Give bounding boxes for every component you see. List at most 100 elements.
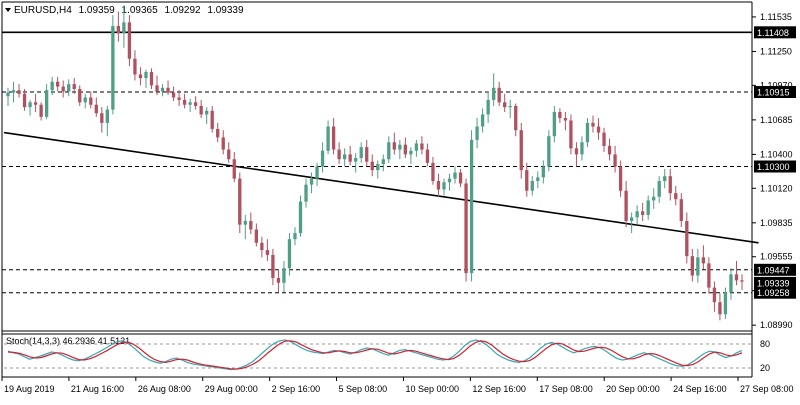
x-tick-label: 29 Aug 00:00 bbox=[205, 384, 258, 394]
y-tick-label: 1.10120 bbox=[760, 183, 793, 193]
price-box: 1.09339 bbox=[754, 276, 796, 289]
candle bbox=[271, 248, 275, 286]
candle bbox=[629, 212, 634, 234]
candle bbox=[50, 76, 54, 96]
candle bbox=[33, 93, 38, 112]
candle-body bbox=[696, 257, 700, 276]
candle-body bbox=[370, 161, 374, 171]
candle bbox=[67, 79, 71, 97]
candle bbox=[641, 202, 645, 221]
y-tick-label: 1.11250 bbox=[760, 46, 792, 56]
candle bbox=[331, 118, 336, 155]
trendline bbox=[3, 131, 759, 244]
candle-body bbox=[641, 211, 645, 215]
candle-body bbox=[133, 58, 137, 75]
candle bbox=[342, 148, 347, 167]
candle bbox=[696, 248, 700, 283]
price-box-bg bbox=[754, 263, 796, 276]
candle-body bbox=[442, 182, 446, 190]
candle-body bbox=[712, 287, 717, 303]
candle bbox=[398, 139, 402, 160]
candle bbox=[293, 227, 297, 246]
price-box: 1.10915 bbox=[754, 86, 796, 99]
candle-body bbox=[111, 26, 115, 110]
candle bbox=[72, 78, 76, 94]
stoch-signal-line bbox=[7, 340, 743, 370]
y-tick-label: 1.11535 bbox=[760, 12, 792, 22]
candle bbox=[127, 15, 132, 66]
candle-body bbox=[72, 84, 76, 89]
candle bbox=[365, 139, 369, 167]
candle bbox=[149, 68, 154, 89]
candle bbox=[177, 90, 181, 106]
candle-body bbox=[591, 122, 595, 127]
candles bbox=[6, 5, 744, 321]
candle-body bbox=[160, 87, 165, 92]
candle bbox=[238, 172, 242, 234]
candle-body bbox=[28, 102, 32, 108]
candle-body bbox=[205, 110, 209, 115]
candle bbox=[469, 130, 474, 282]
candle bbox=[563, 112, 568, 131]
candle bbox=[199, 99, 203, 119]
price-box-bg bbox=[754, 160, 796, 173]
price-box-bg bbox=[754, 286, 796, 299]
candle bbox=[6, 87, 10, 106]
candle bbox=[144, 69, 148, 88]
candle bbox=[320, 142, 325, 173]
candle bbox=[431, 156, 435, 185]
candle-body bbox=[447, 178, 452, 183]
candle bbox=[679, 193, 683, 228]
stoch-level-label: 20 bbox=[760, 363, 770, 373]
candle bbox=[558, 108, 562, 123]
candle bbox=[403, 137, 408, 159]
candle-body bbox=[569, 120, 573, 149]
candle-body bbox=[94, 104, 98, 114]
candle-body bbox=[514, 105, 518, 131]
candle bbox=[39, 102, 43, 121]
candle-body bbox=[193, 102, 198, 106]
candle-body bbox=[525, 170, 529, 191]
candle bbox=[663, 168, 667, 189]
collapse-triangle-icon[interactable] bbox=[5, 8, 11, 12]
header-high: 1.09365 bbox=[122, 5, 159, 16]
candle-body bbox=[298, 201, 303, 234]
x-tick-label: 19 Aug 2019 bbox=[4, 384, 55, 394]
candle bbox=[729, 268, 733, 300]
candle bbox=[56, 76, 60, 92]
candle bbox=[370, 154, 374, 177]
time-axis: 19 Aug 2019 21 Aug 16:00 26 Aug 08:00 29 Au… bbox=[1, 377, 794, 394]
candle-body bbox=[646, 200, 650, 215]
candle-body bbox=[718, 302, 722, 315]
candle bbox=[354, 153, 358, 173]
candle bbox=[359, 142, 363, 163]
candle-body bbox=[210, 110, 214, 129]
candle-body bbox=[486, 99, 490, 115]
candle-body bbox=[392, 142, 396, 150]
candle-body bbox=[558, 112, 562, 119]
candle bbox=[436, 173, 441, 197]
candle-body bbox=[238, 178, 242, 225]
candle bbox=[613, 145, 617, 173]
candle-body bbox=[44, 90, 49, 117]
candle-body bbox=[740, 280, 744, 282]
x-tick-label: 20 Sep 00:00 bbox=[606, 384, 660, 394]
price-box-label: 1.10915 bbox=[757, 88, 790, 98]
candle bbox=[287, 233, 292, 276]
candle bbox=[574, 142, 579, 167]
candle-body bbox=[403, 144, 408, 155]
candle bbox=[712, 281, 717, 312]
candle-body bbox=[497, 87, 501, 103]
price-box-label: 1.09339 bbox=[757, 278, 790, 288]
candle bbox=[580, 136, 584, 161]
price-box-label: 1.10300 bbox=[757, 162, 790, 172]
candle bbox=[491, 73, 496, 106]
price-box-label: 1.09447 bbox=[757, 265, 790, 275]
candle-body bbox=[618, 166, 623, 191]
candle-body bbox=[171, 92, 176, 98]
candle bbox=[216, 122, 220, 143]
candle-body bbox=[602, 132, 606, 146]
candle bbox=[392, 132, 396, 155]
candle-body bbox=[309, 178, 314, 185]
